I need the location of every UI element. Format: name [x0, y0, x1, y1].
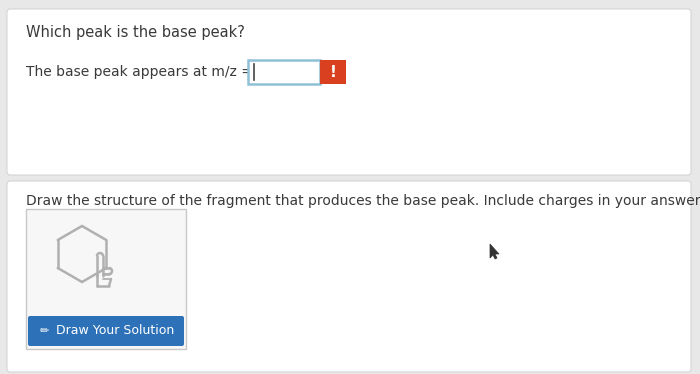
Text: ✏: ✏	[39, 326, 49, 336]
Text: Draw the structure of the fragment that produces the base peak. Include charges : Draw the structure of the fragment that …	[26, 194, 700, 208]
FancyBboxPatch shape	[7, 9, 691, 175]
FancyBboxPatch shape	[248, 60, 320, 84]
FancyBboxPatch shape	[26, 209, 186, 349]
FancyBboxPatch shape	[320, 60, 346, 84]
Text: !: !	[330, 64, 337, 80]
Polygon shape	[490, 244, 499, 259]
FancyBboxPatch shape	[28, 316, 184, 346]
FancyBboxPatch shape	[7, 181, 691, 372]
Text: The base peak appears at m/z =: The base peak appears at m/z =	[26, 65, 253, 79]
Text: Which peak is the base peak?: Which peak is the base peak?	[26, 25, 245, 40]
Text: Draw Your Solution: Draw Your Solution	[56, 325, 174, 337]
